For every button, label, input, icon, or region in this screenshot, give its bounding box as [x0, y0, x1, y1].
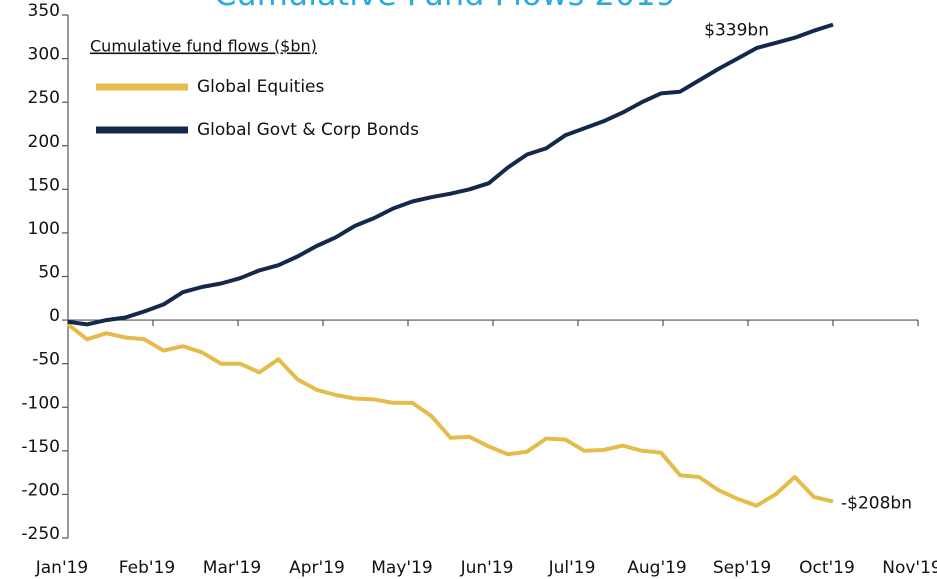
y-tick-label: 350 — [28, 1, 60, 21]
y-tick-label: 150 — [28, 175, 60, 195]
legend-label: Global Govt & Corp Bonds — [197, 120, 419, 140]
legend-label: Global Equities — [197, 77, 325, 97]
y-tick-label: -200 — [21, 480, 60, 500]
y-tick-label: 300 — [28, 45, 60, 65]
x-tick-label: Nov'19 — [882, 558, 937, 578]
annotation: $339bn — [704, 21, 769, 41]
x-tick-label: Oct'19 — [799, 558, 855, 578]
y-tick-label: -50 — [32, 350, 60, 370]
x-tick-label: Jan'19 — [35, 558, 89, 578]
x-tick-label: Jun'19 — [460, 558, 514, 578]
y-tick-label: 0 — [49, 306, 60, 326]
line — [66, 322, 834, 508]
y-tick-label: -150 — [21, 437, 60, 457]
x-tick-label: Sep'19 — [713, 558, 771, 578]
x-tick-label: Aug'19 — [627, 558, 687, 578]
y-tick-label: -250 — [21, 524, 60, 544]
chart-title: Cumulative Fund Flows 2019 — [214, 0, 676, 13]
x-tick-label: Jul'19 — [548, 558, 596, 578]
x-tick-label: Mar'19 — [203, 558, 261, 578]
y-tick-label: 50 — [38, 263, 60, 283]
y-tick-label: -100 — [21, 393, 60, 413]
legend-title: Cumulative fund flows ($bn) — [90, 37, 317, 56]
x-tick-label: May'19 — [371, 558, 432, 578]
x-tick-label: Apr'19 — [289, 558, 345, 578]
y-tick-label: 100 — [28, 219, 60, 239]
y-tick-label: 200 — [28, 132, 60, 152]
x-tick-label: Feb'19 — [119, 558, 175, 578]
annotation: -$208bn — [841, 493, 912, 513]
line — [67, 22, 834, 327]
y-tick-label: 250 — [28, 88, 60, 108]
